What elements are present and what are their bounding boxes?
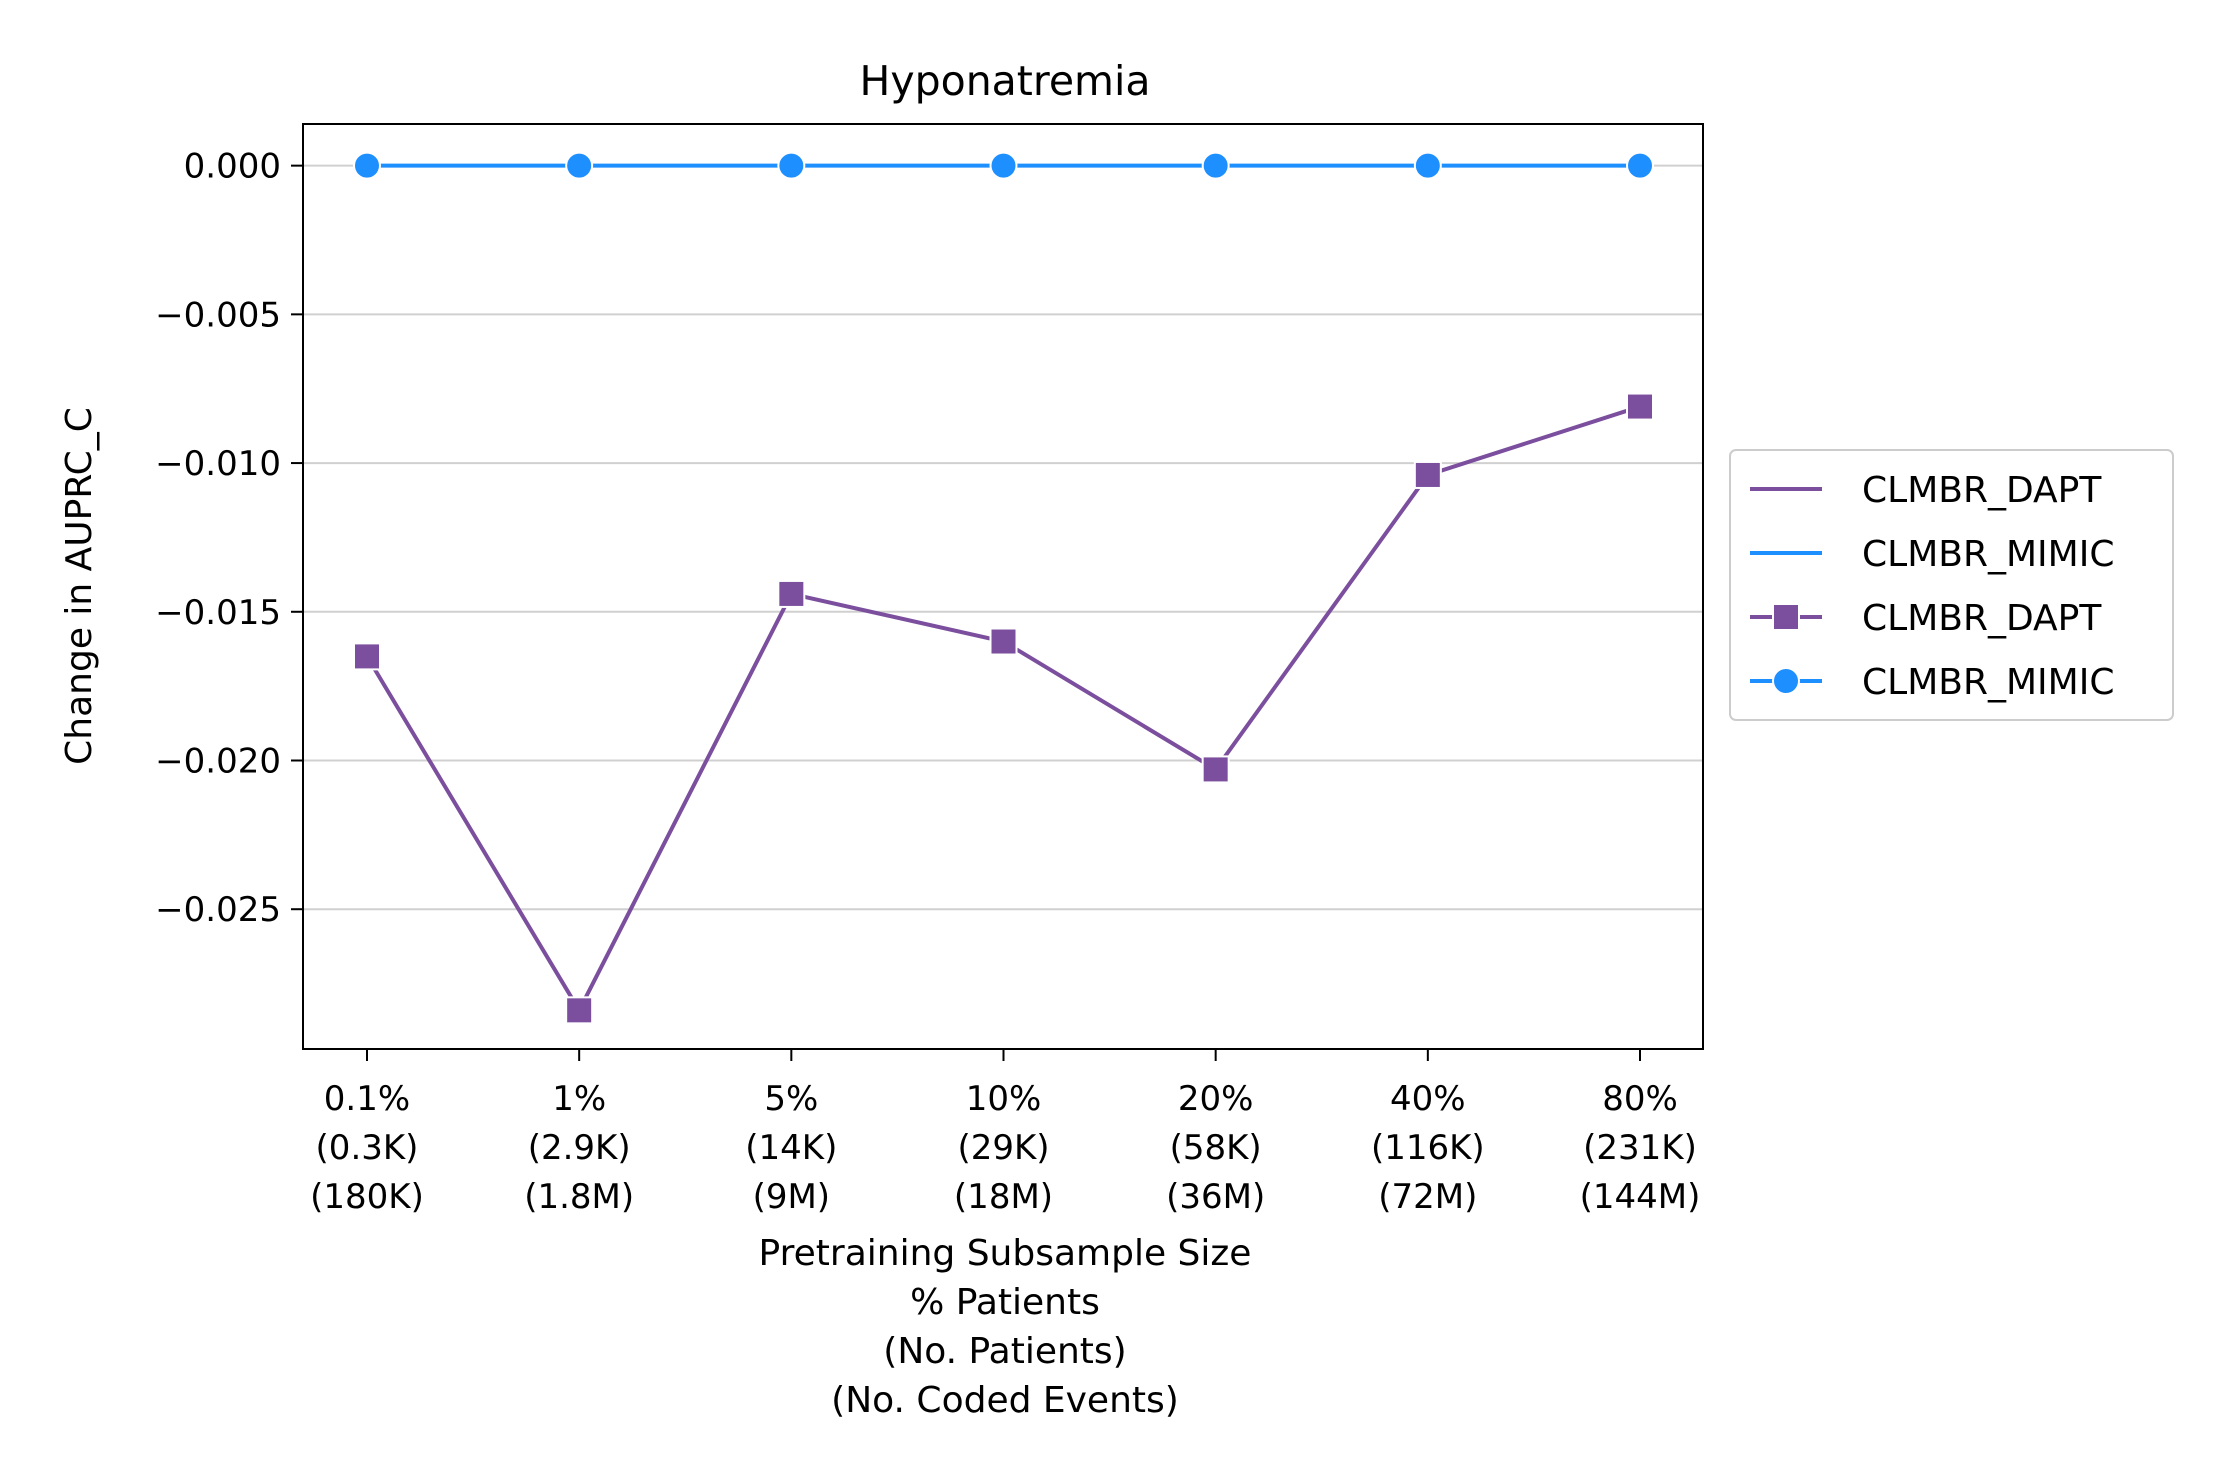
legend-label: CLMBR_MIMIC bbox=[1862, 662, 2114, 703]
legend: CLMBR_DAPT CLMBR_MIMIC CLMBR_DAPT CLMBR_MIM… bbox=[1729, 449, 2174, 721]
data-point-square bbox=[353, 642, 381, 671]
x-tick-label-line: 1% bbox=[552, 1079, 606, 1119]
x-axis-label-line: Pretraining Subsample Size bbox=[759, 1233, 1252, 1274]
x-tick-label-line: 80% bbox=[1602, 1079, 1678, 1119]
x-axis-label-text: Pretraining Subsample Size % Patients (No.… bbox=[759, 1233, 1252, 1421]
x-tick-label-line: (1.8M) bbox=[524, 1177, 634, 1217]
legend-box bbox=[1729, 449, 2174, 721]
y-axis: 0.000 −0.005 −0.010 −0.015 −0.020 −0.025 bbox=[155, 147, 303, 930]
legend-marker-circle bbox=[1772, 667, 1800, 695]
x-axis-label-line: (No. Coded Events) bbox=[831, 1380, 1179, 1421]
x-tick-label-line: (180K) bbox=[310, 1177, 424, 1217]
x-tick-label: 0.1% (0.3K) (180K) bbox=[310, 1079, 424, 1217]
x-tick-label-line: (29K) bbox=[957, 1128, 1049, 1168]
x-tick-label: 40% (116K) (72M) bbox=[1371, 1079, 1485, 1217]
x-tick-label: 5% (14K) (9M) bbox=[745, 1079, 837, 1217]
x-tick-label-line: 40% bbox=[1390, 1079, 1466, 1119]
x-tick-label-line: (36M) bbox=[1166, 1177, 1265, 1217]
data-point-square bbox=[989, 627, 1018, 656]
data-point-circle bbox=[565, 151, 594, 180]
data-point-circle bbox=[1413, 151, 1442, 180]
plot-series bbox=[353, 151, 1654, 1025]
x-tick-label-line: (18M) bbox=[954, 1177, 1053, 1217]
data-point-circle bbox=[777, 151, 806, 180]
x-tick-label-line: 0.1% bbox=[324, 1079, 410, 1119]
chart-title: Hyponatremia bbox=[859, 57, 1150, 105]
x-tick-label-line: (144M) bbox=[1580, 1177, 1701, 1217]
legend-label: CLMBR_MIMIC bbox=[1862, 534, 2114, 575]
x-tick-label-line: 5% bbox=[764, 1079, 818, 1119]
y-tick-label: −0.025 bbox=[155, 890, 281, 930]
y-tick-label: 0.000 bbox=[184, 147, 281, 187]
x-tick-label-line: (9M) bbox=[753, 1177, 831, 1217]
x-tick-label-line: (58K) bbox=[1170, 1128, 1262, 1168]
data-point-circle bbox=[1626, 151, 1654, 180]
data-point-square bbox=[1626, 392, 1654, 421]
x-axis-label: Pretraining Subsample Size % Patients (No.… bbox=[759, 1233, 1252, 1421]
data-point-circle bbox=[1201, 151, 1230, 180]
legend-label: CLMBR_DAPT bbox=[1862, 598, 2102, 639]
x-tick-label-line: (72M) bbox=[1378, 1177, 1477, 1217]
x-axis: 0.1% (0.3K) (180K) 1% (2.9K) (1.8M) 5% (14K) (9M… bbox=[310, 1049, 1700, 1217]
x-tick-label: 20% (58K) (36M) bbox=[1166, 1079, 1265, 1217]
x-tick-label-line: (14K) bbox=[745, 1128, 837, 1168]
x-tick-label-line: 20% bbox=[1178, 1079, 1254, 1119]
x-tick-label: 80% (231K) (144M) bbox=[1580, 1079, 1701, 1217]
x-axis-label-line: (No. Patients) bbox=[883, 1331, 1126, 1372]
y-tick-label: −0.020 bbox=[155, 741, 281, 781]
x-axis-label-line: % Patients bbox=[910, 1282, 1100, 1323]
x-tick-label-line: (116K) bbox=[1371, 1128, 1485, 1168]
data-point-square bbox=[565, 996, 594, 1025]
x-tick-label: 10% (29K) (18M) bbox=[954, 1079, 1053, 1217]
x-tick-label: 1% (2.9K) (1.8M) bbox=[524, 1079, 634, 1217]
x-tick-label-line: 10% bbox=[966, 1079, 1042, 1119]
data-point-square bbox=[777, 579, 806, 608]
legend-label: CLMBR_DAPT bbox=[1862, 470, 2102, 511]
data-point-circle bbox=[989, 151, 1018, 180]
legend-marker-square bbox=[1772, 603, 1800, 631]
x-tick-label-line: (2.9K) bbox=[528, 1128, 631, 1168]
x-tick-label-line: (231K) bbox=[1583, 1128, 1697, 1168]
y-tick-label: −0.005 bbox=[155, 295, 281, 335]
y-axis-label: Change in AUPRC_C bbox=[59, 407, 100, 765]
x-tick-label-line: (0.3K) bbox=[316, 1128, 419, 1168]
y-tick-label: −0.015 bbox=[155, 593, 281, 633]
data-point-square bbox=[1413, 460, 1442, 489]
y-tick-label: −0.010 bbox=[155, 444, 281, 484]
data-point-circle bbox=[353, 151, 381, 180]
data-point-square bbox=[1201, 755, 1230, 784]
